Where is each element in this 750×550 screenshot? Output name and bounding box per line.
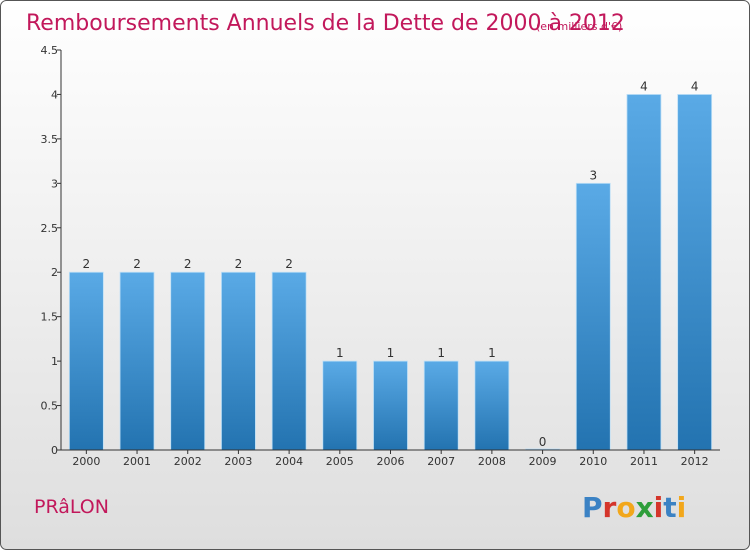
bar-value-label: 1 [336, 346, 344, 360]
y-tick-label: 3 [51, 177, 58, 190]
bar-value-label: 4 [691, 79, 699, 93]
bar-value-label: 3 [589, 168, 597, 182]
y-tick-label: 1 [51, 355, 58, 368]
chart-subtitle: (en milliers d'€) [536, 20, 622, 33]
bar [170, 271, 206, 451]
x-tick-label: 2001 [123, 455, 151, 468]
x-tick-label: 2004 [275, 455, 303, 468]
bar [575, 182, 611, 451]
bar-value-label: 2 [83, 257, 91, 271]
bar [423, 360, 459, 451]
y-tick-label: 3.5 [41, 133, 59, 146]
brand-logo: Proxiti [582, 491, 686, 524]
x-tick-label: 2008 [478, 455, 506, 468]
x-axis: 2000 2001 2002 2003 2004 2005 2006 2007 2008 2009… [61, 449, 720, 468]
y-tick-label: 1.5 [41, 311, 59, 324]
bar-value-label: 1 [387, 346, 395, 360]
bar-value-label: 1 [437, 346, 445, 360]
x-tick-label: 2003 [224, 455, 252, 468]
brand-letter: o [616, 491, 635, 524]
bar-value-label: 0 [539, 435, 547, 449]
y-tick-label: 2 [51, 266, 58, 279]
x-tick-label: 2011 [630, 455, 658, 468]
x-tick-label: 2000 [72, 455, 100, 468]
bar [221, 271, 256, 451]
bars-group: 2 2 2 2 2 1 1 1 1 0 3 4 4 [68, 79, 713, 451]
bar [322, 360, 358, 451]
x-tick-label: 2009 [529, 455, 557, 468]
bar-value-label: 2 [285, 257, 293, 271]
bar-value-label: 1 [488, 346, 496, 360]
brand-letter: x [636, 491, 654, 524]
x-tick-label: 2012 [681, 455, 709, 468]
y-tick-label: 2.5 [41, 222, 59, 235]
bar-value-label: 2 [184, 257, 192, 271]
y-tick-label: 4 [51, 88, 58, 101]
bar [68, 271, 104, 451]
bar [626, 94, 662, 451]
bar-value-label: 2 [133, 257, 141, 271]
chart-title: Remboursements Annuels de la Dette de 20… [26, 11, 625, 36]
bar [474, 360, 510, 451]
y-tick-label: 0 [51, 444, 58, 457]
bar [677, 94, 713, 451]
bar-value-label: 4 [640, 79, 648, 93]
x-tick-label: 2007 [427, 455, 455, 468]
commune-name: PRâLON [34, 496, 109, 518]
bar [119, 271, 155, 451]
bar [271, 271, 307, 451]
y-axis: 0 0.5 1 1.5 2 2.5 3 3.5 4 4.5 [41, 44, 62, 457]
y-tick-label: 0.5 [41, 400, 59, 413]
brand-letter: i [677, 491, 687, 524]
x-tick-label: 2010 [579, 455, 607, 468]
x-tick-label: 2006 [377, 455, 405, 468]
x-tick-label: 2005 [326, 455, 354, 468]
brand-letter: r [603, 491, 617, 524]
brand-letter: t [663, 491, 676, 524]
bar [373, 360, 408, 451]
brand-letter: i [654, 491, 664, 524]
x-tick-label: 2002 [174, 455, 202, 468]
bar-value-label: 2 [235, 257, 243, 271]
brand-letter: P [582, 491, 603, 524]
y-tick-label: 4.5 [41, 44, 59, 57]
